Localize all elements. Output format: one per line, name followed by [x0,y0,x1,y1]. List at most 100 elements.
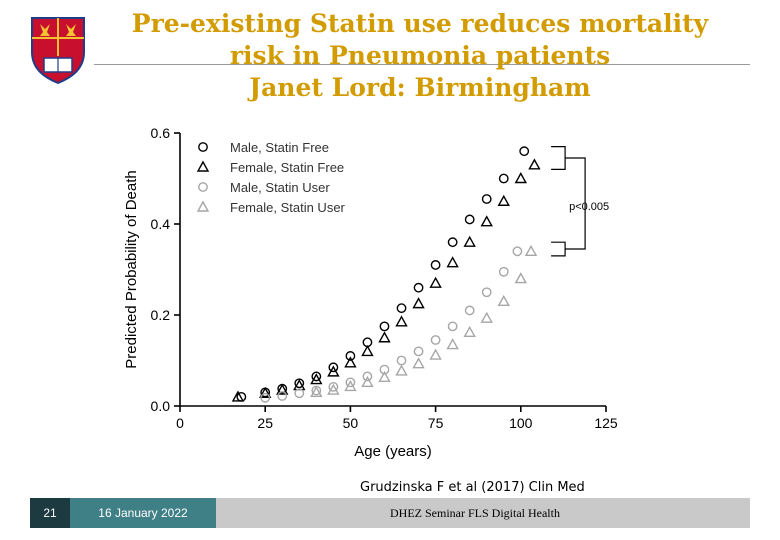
data-point [328,381,339,392]
data-point [429,348,442,360]
data-point [276,383,289,395]
data-point [512,246,523,257]
x-axis-label: Age (years) [354,443,432,460]
data-point [396,355,407,366]
data-point [481,287,492,298]
bracket-upper [551,146,566,170]
legend-label: Female, Statin User [230,200,346,215]
data-point [514,272,527,284]
x-tick-label: 100 [509,415,533,431]
data-point [310,385,323,398]
data-point [396,303,407,314]
data-point [497,194,510,206]
data-point [294,378,305,389]
slide-number: 21 [30,498,70,528]
data-point [379,321,390,332]
data-point [480,311,493,323]
data-point [429,276,442,288]
legend-marker [196,160,210,172]
data-point [446,256,459,268]
data-point [311,371,322,382]
footer-text: DHEZ Seminar FLS Digital Health [390,506,560,520]
x-tick-label: 125 [594,415,618,431]
chart-annotation: p<0.005 [551,146,609,257]
data-point [259,386,272,398]
series-1 [231,158,541,402]
slide-title: Pre-existing Statin use reduces mortalit… [120,8,720,104]
data-point [395,315,408,327]
data-point [327,383,340,395]
legend-marker [196,200,210,212]
y-axis-label: Predicted Probability of Death [123,170,140,368]
data-point [412,297,425,309]
footer-bar: DHEZ Seminar FLS Digital Health [216,498,750,528]
bracket-lower [551,241,566,257]
data-point [362,371,373,382]
data-point [413,346,424,357]
y-tick-label: 0.2 [151,307,171,323]
title-line-2: risk in Pneumonia patients [229,41,611,70]
data-point [464,305,475,316]
data-point [498,173,509,184]
data-point [514,172,527,184]
y-tick-label: 0.6 [151,125,171,141]
chart-legend: Male, Statin Free Female, Statin Free Male… [196,140,346,215]
data-point [345,351,356,361]
x-tick-label: 25 [257,415,273,431]
data-point [464,214,475,225]
p-value-label: p<0.005 [569,201,609,213]
data-point [378,370,391,383]
data-point [231,390,245,402]
data-point [277,391,288,401]
data-point [345,377,356,388]
data-point [344,356,357,368]
mortality-scatter-chart: 0 25 50 75 100 125 0.0 0.2 0.4 0.6 Age (years) Pred… [123,125,618,460]
data-point [430,260,441,270]
bracket-connector [565,157,586,250]
citation: Grudzinska F et al (2017) Clin Med [360,480,585,495]
legend-label: Male, Statin User [230,180,330,195]
title-line-3: Janet Lord: Birmingham [249,73,591,102]
legend-marker [198,182,208,192]
legend-label: Female, Statin Free [230,160,344,175]
university-crest-logo [31,17,85,84]
data-point [447,237,458,248]
y-tick-label: 0.4 [151,216,171,232]
x-tick-label: 0 [176,415,184,431]
data-point [446,338,459,350]
data-point [260,392,271,403]
title-divider [94,64,750,65]
data-point [412,357,425,369]
data-point [480,215,493,227]
title-line-1: Pre-existing Statin use reduces mortalit… [131,9,709,38]
data-point [344,379,357,392]
series-2 [260,246,523,403]
series-3 [310,244,538,398]
chart-marks [231,146,541,403]
data-point [328,362,339,373]
data-point [481,194,492,204]
data-point [361,375,374,388]
data-point [413,282,424,293]
data-point [310,373,323,385]
data-point [463,235,476,247]
legend-marker [198,142,208,152]
data-point [379,364,390,375]
data-point [463,325,476,337]
chart-axes: 0 25 50 75 100 125 0.0 0.2 0.4 0.6 Age (years) Pred… [123,125,618,460]
x-tick-label: 75 [428,415,444,431]
data-point [528,158,541,170]
data-point [395,364,408,376]
data-point [497,294,510,307]
data-point [447,321,458,332]
data-point [524,244,538,256]
data-point [361,344,374,357]
data-point [327,365,340,377]
footer-date: 16 January 2022 [70,498,216,528]
data-point [519,146,530,157]
y-tick-label: 0.0 [151,398,171,414]
data-point [498,266,509,277]
x-tick-label: 50 [343,415,359,431]
data-point [294,388,305,399]
legend-label: Male, Statin Free [230,140,329,155]
